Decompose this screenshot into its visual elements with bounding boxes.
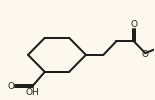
Text: O: O: [7, 82, 14, 91]
Text: O: O: [142, 50, 149, 59]
Text: O: O: [130, 20, 137, 29]
Text: OH: OH: [26, 88, 40, 97]
